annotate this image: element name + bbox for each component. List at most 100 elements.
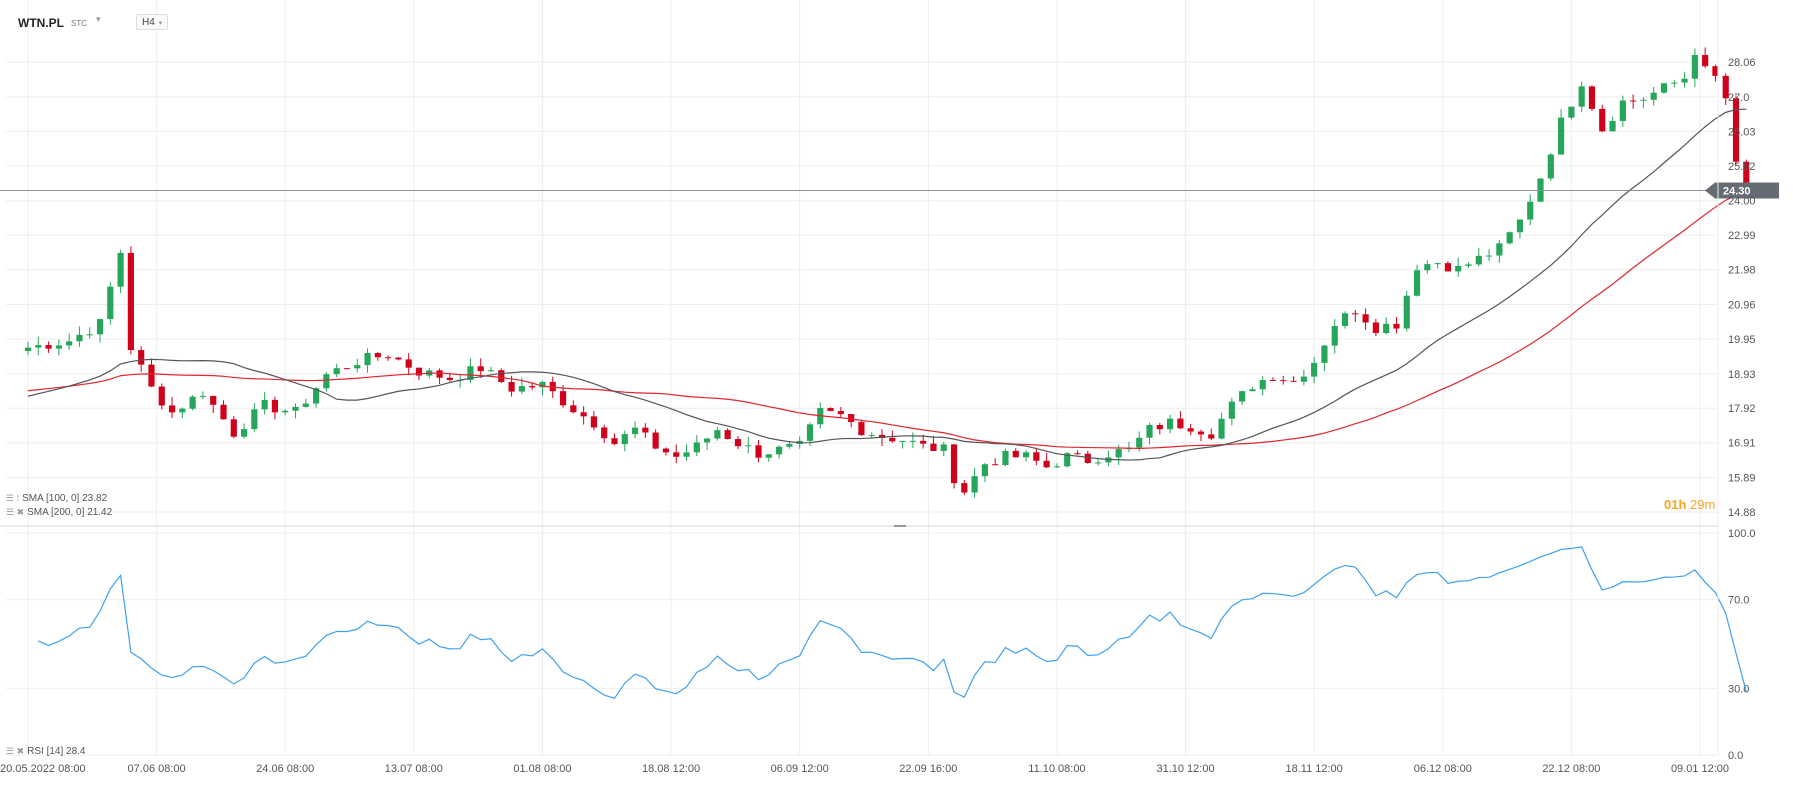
candle — [302, 398, 309, 408]
candle — [1640, 97, 1647, 109]
candle-body — [1249, 389, 1256, 392]
sma100-legend-text: SMA [100, 0] 23.82 — [22, 493, 108, 504]
candle — [1094, 458, 1102, 466]
candle — [806, 422, 814, 446]
candle-countdown: 01h 29m — [1664, 497, 1715, 512]
time-axis-label: 22.12 08:00 — [1542, 763, 1600, 775]
candle-body — [899, 440, 906, 442]
candle-body — [240, 429, 248, 437]
candle — [765, 453, 772, 462]
candle — [1496, 239, 1503, 263]
time-axis-label: 01.08 08:00 — [513, 763, 571, 775]
candle — [1516, 219, 1524, 239]
candle — [590, 411, 597, 431]
sma200-legend[interactable]: ☰ ✖ SMA [200, 0] 21.42 — [6, 507, 112, 518]
candle — [1156, 422, 1163, 435]
candle-body — [652, 432, 659, 449]
time-axis-label: 20.05.2022 08:00 — [0, 763, 86, 775]
candle — [1064, 451, 1071, 468]
candle-body — [1136, 437, 1143, 448]
candle — [724, 428, 731, 440]
candle — [1393, 317, 1400, 334]
candle-body — [354, 365, 361, 369]
candle-body — [1094, 462, 1102, 464]
candle — [35, 336, 42, 356]
candle-body — [230, 419, 237, 437]
candle — [1300, 369, 1307, 386]
candle-body — [282, 410, 289, 413]
candle-body — [323, 374, 330, 389]
candle-body — [76, 334, 83, 342]
candle — [1239, 390, 1246, 405]
candle-body — [1393, 323, 1400, 329]
close-icon[interactable]: ☰ ✖ — [6, 746, 25, 756]
source-label: STC — [71, 19, 87, 28]
candle-body — [1146, 424, 1153, 438]
candle — [714, 427, 721, 441]
candle-body — [1691, 55, 1698, 79]
price-axis-label: 20.96 — [1728, 299, 1756, 311]
candle-body — [683, 452, 690, 457]
candle-body — [1681, 78, 1688, 83]
candle — [1609, 116, 1616, 132]
candle-body — [755, 445, 762, 458]
candle-body — [1732, 98, 1740, 162]
candle — [631, 421, 639, 439]
time-axis-label: 18.11 12:00 — [1286, 763, 1343, 775]
price-axis-label: 19.95 — [1728, 334, 1756, 346]
time-axis-label: 07.06 08:00 — [128, 763, 186, 775]
candle-body — [313, 388, 320, 404]
candle — [282, 409, 289, 416]
candle-body — [1177, 418, 1184, 429]
candle — [1105, 450, 1112, 467]
candle-body — [621, 434, 628, 445]
candle — [704, 437, 711, 451]
candle-body — [385, 357, 392, 359]
candle-body — [1187, 428, 1194, 432]
rsi-legend-text: RSI [14] 28.4 — [27, 746, 86, 757]
candle-body — [724, 430, 731, 440]
candle — [1413, 264, 1421, 297]
settings-icon[interactable]: ☰ ⁞ — [6, 493, 20, 503]
candle — [1352, 309, 1359, 323]
price-axis-label: 28.06 — [1728, 57, 1756, 69]
candle — [920, 434, 927, 449]
candle — [1444, 261, 1452, 272]
candle — [776, 445, 783, 459]
pane-resize-handle[interactable] — [894, 525, 906, 527]
sma100-legend[interactable]: ☰ ⁞ SMA [100, 0] 23.82 — [6, 493, 107, 504]
close-icon[interactable]: ☰ ✖ — [6, 507, 25, 517]
candle — [261, 392, 268, 415]
time-axis-label: 11.10 08:00 — [1028, 763, 1085, 775]
candle — [158, 383, 165, 410]
candle — [55, 339, 62, 356]
candle — [1383, 317, 1390, 335]
candle — [138, 346, 145, 373]
rsi-legend[interactable]: ☰ ✖ RSI [14] 28.4 — [6, 746, 86, 757]
candle-body — [271, 399, 279, 413]
timeframe-selector[interactable]: H4 ▾ — [136, 14, 168, 30]
candle-body — [364, 353, 371, 366]
candle — [498, 368, 505, 384]
price-axis-label: 17.92 — [1728, 403, 1756, 415]
candle-body — [806, 424, 814, 441]
candle — [1630, 94, 1637, 109]
candle — [1249, 386, 1256, 392]
candle — [1311, 356, 1318, 384]
candle-body — [1599, 108, 1606, 132]
candle — [745, 436, 752, 454]
candle-body — [1053, 466, 1061, 468]
candle-body — [86, 334, 93, 336]
candle-body — [498, 370, 505, 382]
candle — [24, 341, 32, 355]
candle-body — [909, 440, 916, 442]
candle-body — [1403, 295, 1410, 329]
candle-body — [1331, 326, 1338, 346]
current-price-tag — [1705, 182, 1779, 199]
symbol-dropdown-icon[interactable]: ▾ — [96, 14, 101, 24]
candle — [487, 366, 495, 372]
candle-body — [1239, 391, 1246, 402]
candle-body — [487, 370, 495, 372]
candle-body — [601, 427, 608, 439]
